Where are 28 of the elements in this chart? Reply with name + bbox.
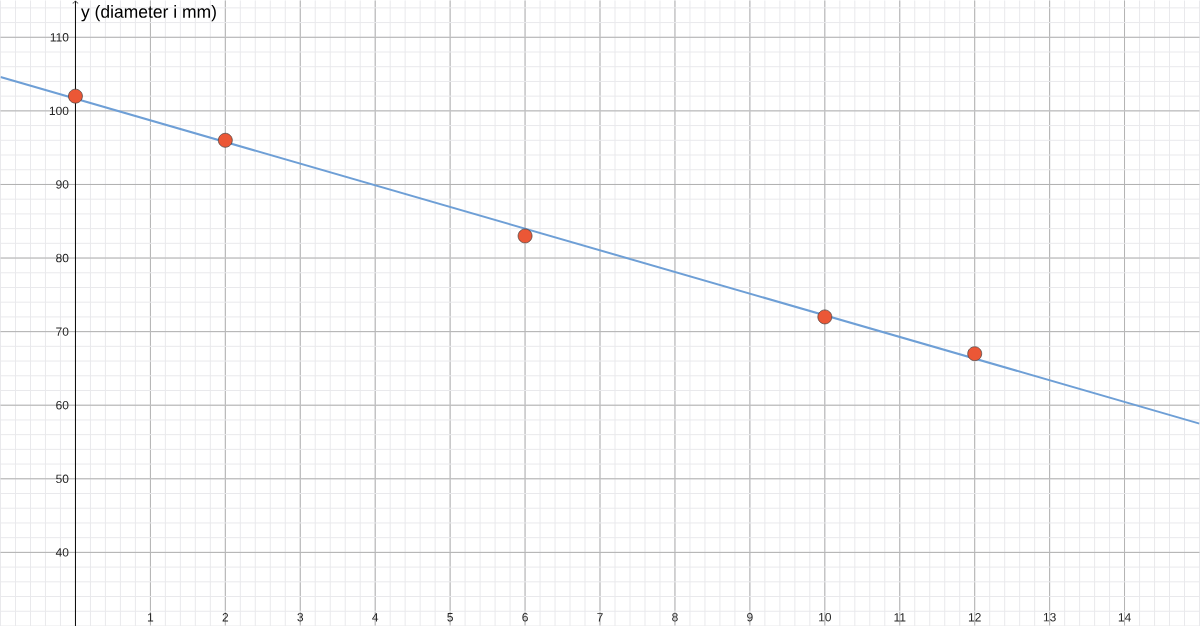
point bbox=[817, 309, 833, 325]
y-tick-label: 100 bbox=[49, 106, 69, 115]
x-tick-label: 8 bbox=[672, 612, 678, 622]
x-tick-label: 1 bbox=[147, 612, 154, 622]
x-tick-label: 14 bbox=[1118, 612, 1131, 622]
x-tick-label: 13 bbox=[1043, 612, 1056, 622]
y-tick-label: 80 bbox=[56, 253, 69, 263]
x-tick-label: 9 bbox=[747, 612, 753, 622]
y-tick-label: 110 bbox=[50, 32, 69, 42]
point bbox=[967, 346, 983, 361]
x-tick-label: 2 bbox=[222, 612, 229, 622]
y-tick-label: 40 bbox=[55, 547, 69, 557]
y-tick-label: 70 bbox=[56, 327, 69, 336]
x-tick-label: 7 bbox=[597, 612, 603, 622]
x-tick-label: 3 bbox=[297, 612, 304, 622]
point bbox=[68, 88, 83, 104]
point bbox=[217, 132, 233, 148]
x-tick-label: 6 bbox=[522, 612, 528, 622]
x-tick-label: 12 bbox=[968, 612, 981, 622]
point bbox=[517, 228, 533, 244]
x-tick-label: 11 bbox=[894, 612, 906, 622]
y-axis-title: y (diameter i mm) bbox=[81, 4, 216, 22]
y-tick-label: 90 bbox=[56, 179, 69, 189]
y-tick-label: 50 bbox=[56, 474, 69, 483]
x-tick-label: 5 bbox=[447, 612, 453, 622]
x-tick-label: 10 bbox=[819, 612, 832, 622]
x-tick-label: 4 bbox=[372, 612, 379, 622]
y-tick-label: 60 bbox=[56, 400, 69, 410]
